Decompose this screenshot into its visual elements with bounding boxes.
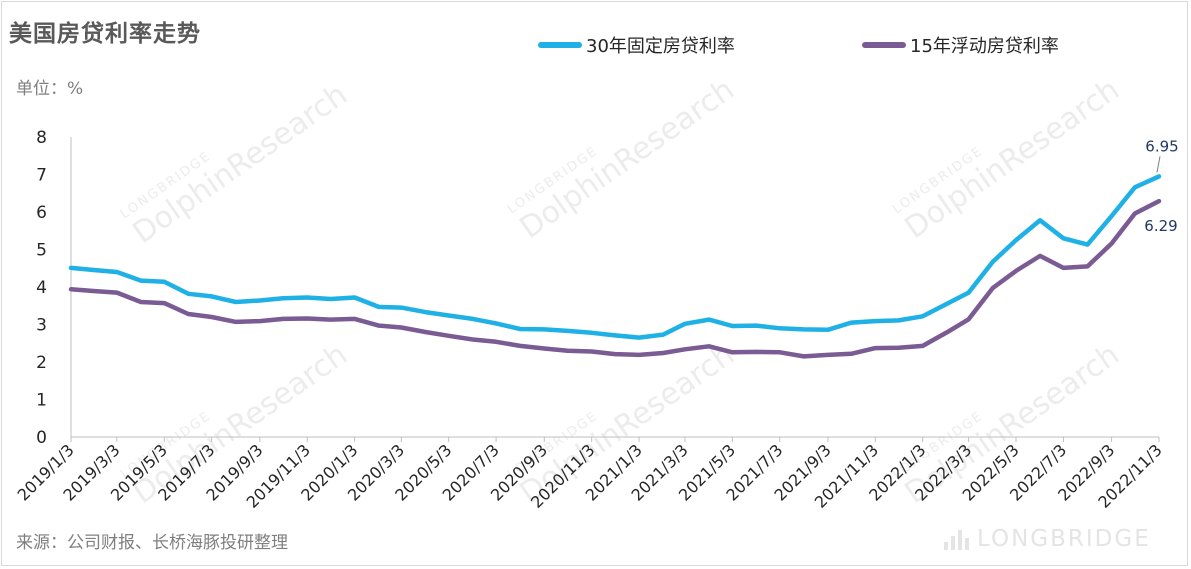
source-note: 来源：公司财报、长桥海豚投研整理 — [16, 533, 288, 553]
brand-logo-text: LONGBRIDGE — [977, 526, 1151, 552]
series-15y-line — [68, 198, 1162, 359]
y-tick-label: 8 — [36, 128, 47, 148]
brand-logo: LONGBRIDGE — [944, 526, 1151, 552]
legend-swatch-15y — [862, 42, 906, 48]
brand-logo-icon — [944, 528, 969, 550]
y-tick-label: 3 — [36, 316, 47, 336]
y-tick-label: 5 — [36, 241, 47, 261]
end-label-30y: 6.95 — [1145, 137, 1178, 155]
end-label-15y: 6.29 — [1144, 217, 1177, 235]
chart-title: 美国房贷利率走势 — [9, 21, 201, 47]
unit-label: 单位：% — [16, 79, 84, 99]
legend-label-30y: 30年固定房贷利率 — [586, 36, 735, 57]
y-tick-label: 7 — [36, 166, 47, 186]
end-label-leader — [1156, 156, 1161, 173]
y-tick-label: 1 — [36, 391, 47, 411]
y-tick-label: 6 — [36, 203, 47, 223]
legend-label-15y: 15年浮动房贷利率 — [910, 36, 1059, 57]
legend-item-30y: 30年固定房贷利率 — [538, 33, 735, 57]
y-tick-label: 4 — [36, 278, 47, 298]
legend-item-15y: 15年浮动房贷利率 — [862, 33, 1059, 57]
y-tick-label: 2 — [36, 353, 47, 373]
y-tick-label: 0 — [36, 428, 47, 448]
legend-swatch-30y — [538, 42, 582, 48]
series-30y-line — [68, 174, 1162, 340]
